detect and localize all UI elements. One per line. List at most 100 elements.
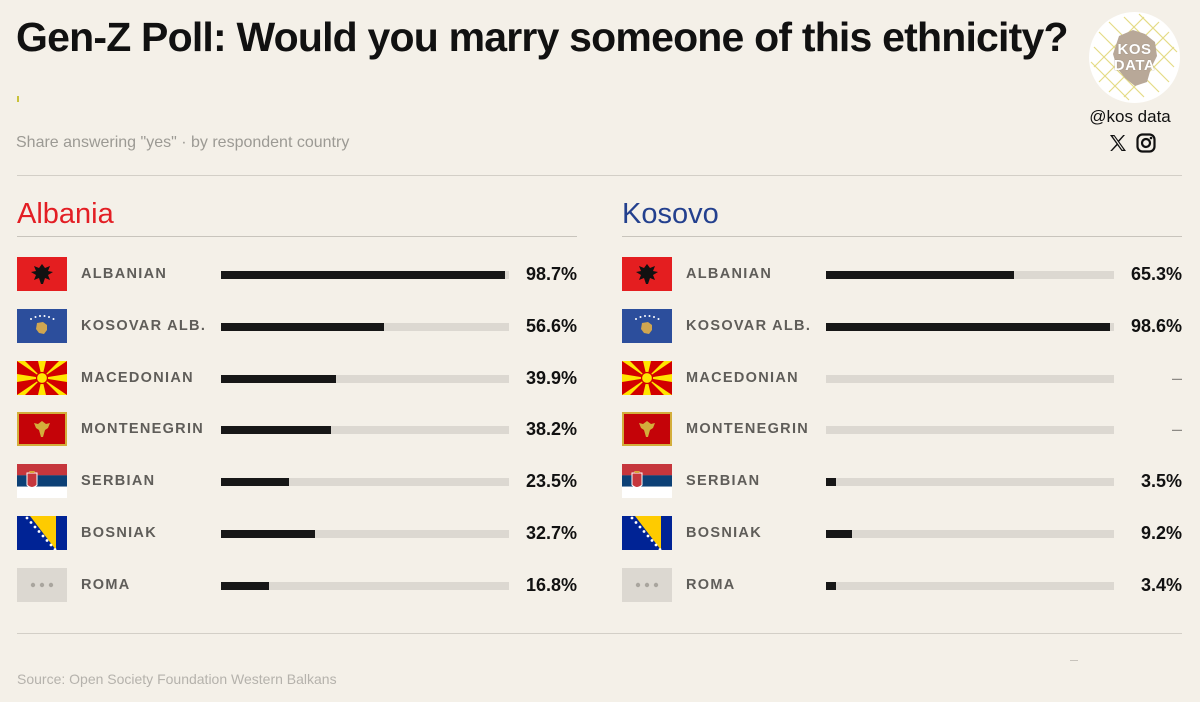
bar: [221, 271, 506, 279]
albania-flag-icon: [17, 257, 67, 291]
value-label: 65.3%: [1130, 264, 1182, 284]
bar-row: BOSNIAK 32.7%: [17, 516, 577, 552]
logo-text-kos: KOS: [1117, 41, 1152, 58]
bar: [826, 530, 853, 538]
value-label: 56.6%: [525, 315, 577, 336]
title-accent-mark: [17, 96, 19, 102]
roma-placeholder-icon: [17, 567, 67, 602]
montenegro-flag-icon: [17, 412, 67, 447]
instagram-icon[interactable]: [1135, 132, 1157, 154]
value-label: 98.6%: [1130, 315, 1182, 336]
category-label: BOSNIAK: [81, 525, 157, 541]
bar-track: [826, 478, 1114, 487]
value-label: –: [1171, 419, 1182, 440]
panel-kosovo: Kosovo ALBANIAN 65.3% KOSOVAR ALB. 98.6% MAC…: [622, 198, 1182, 618]
bar: [221, 426, 332, 435]
bar: [221, 581, 270, 590]
chart-title: Gen-Z Poll: Would you marry someone of t…: [16, 14, 1069, 60]
bar-track: [221, 374, 509, 383]
x-icon[interactable]: [1107, 132, 1129, 154]
kosovo-flag-icon: [622, 308, 672, 343]
bar-track: [826, 581, 1114, 590]
bar-row: ALBANIAN 65.3%: [622, 257, 1182, 293]
social-handle[interactable]: @kos data: [1089, 107, 1171, 126]
category-label: SERBIAN: [686, 473, 761, 490]
serbia-flag-icon: [622, 464, 672, 499]
source-note: Source: Open Society Foundation Western …: [17, 671, 337, 687]
bar-row: ROMA 3.4%: [622, 567, 1182, 604]
bar-row: MONTENEGRIN 38.2%: [17, 412, 577, 448]
north-macedonia-flag-icon: [622, 360, 672, 395]
bar-track: [826, 530, 1114, 538]
value-label: 16.8%: [525, 574, 577, 595]
kosovo-flag-icon: [17, 308, 67, 343]
bar-track: [826, 426, 1114, 435]
north-macedonia-flag-icon: [17, 360, 67, 395]
value-label: 32.7%: [525, 523, 577, 543]
bar-row: KOSOVAR ALB. 98.6%: [622, 308, 1182, 345]
logo-text-data: DATA: [1113, 57, 1156, 74]
bar: [826, 271, 1015, 279]
bar-row: SERBIAN 3.5%: [622, 464, 1182, 500]
value-label: 9.2%: [1140, 523, 1182, 543]
category-label: MONTENEGRIN: [686, 421, 810, 438]
bar-track: [826, 322, 1114, 331]
value-label: 39.9%: [525, 367, 577, 388]
category-label: KOSOVAR ALB.: [81, 317, 207, 334]
bottom-divider: [17, 633, 1182, 634]
bosnia-flag-icon: [622, 516, 672, 550]
value-label: 3.5%: [1140, 471, 1182, 492]
category-label: BOSNIAK: [686, 525, 762, 541]
value-label: –: [1171, 367, 1182, 388]
value-label: 3.4%: [1140, 574, 1182, 595]
kos-data-logo: KOS DATA: [1089, 12, 1180, 103]
bar-row: SERBIAN 23.5%: [17, 464, 577, 500]
bar: [221, 478, 289, 487]
decorative-dash: [1070, 660, 1078, 661]
bar-row: KOSOVAR ALB. 56.6%: [17, 308, 577, 345]
panel-rule: [17, 236, 577, 237]
social-icons: [1107, 131, 1157, 155]
bar-row: ROMA 16.8%: [17, 567, 577, 604]
panel-rule: [622, 236, 1182, 237]
bar: [221, 374, 336, 383]
category-label: MACEDONIAN: [81, 369, 194, 386]
bar: [826, 478, 837, 487]
category-label: ROMA: [686, 576, 736, 593]
bosnia-flag-icon: [17, 516, 67, 550]
bar-row: MONTENEGRIN –: [622, 412, 1182, 448]
panel-title-albania: Albania: [17, 198, 114, 230]
kosovo-map-icon: [1090, 13, 1178, 101]
category-label: MONTENEGRIN: [81, 421, 205, 438]
montenegro-flag-icon: [622, 412, 672, 447]
bar-track: [221, 530, 509, 538]
bar-row: MACEDONIAN 39.9%: [17, 360, 577, 397]
bar-track: [826, 271, 1114, 279]
category-label: KOSOVAR ALB.: [686, 317, 812, 334]
roma-placeholder-icon: [622, 567, 672, 602]
bar: [826, 581, 836, 590]
category-label: ALBANIAN: [686, 266, 773, 282]
bar: [221, 530, 316, 538]
bar-row: ALBANIAN 98.7%: [17, 257, 577, 293]
bar-track: [221, 271, 509, 279]
bar-track: [221, 478, 509, 487]
panel-albania: Albania ALBANIAN 98.7% KOSOVAR ALB. 56.6% MA…: [17, 198, 577, 618]
value-label: 38.2%: [525, 419, 577, 440]
bar-track: [826, 374, 1114, 383]
bar-row: BOSNIAK 9.2%: [622, 516, 1182, 552]
value-label: 23.5%: [525, 471, 577, 492]
bar-track: [221, 581, 509, 590]
bar-track: [221, 426, 509, 435]
albania-flag-icon: [622, 257, 672, 291]
bar-track: [221, 322, 509, 331]
serbia-flag-icon: [17, 464, 67, 499]
bar: [826, 322, 1110, 331]
bar-row: MACEDONIAN –: [622, 360, 1182, 397]
chart-subtitle: Share answering "yes" · by respondent co…: [16, 134, 350, 151]
category-label: MACEDONIAN: [686, 369, 799, 386]
panel-title-kosovo: Kosovo: [622, 198, 719, 230]
value-label: 98.7%: [525, 264, 577, 284]
top-divider: [17, 175, 1182, 176]
bar: [221, 322, 384, 331]
